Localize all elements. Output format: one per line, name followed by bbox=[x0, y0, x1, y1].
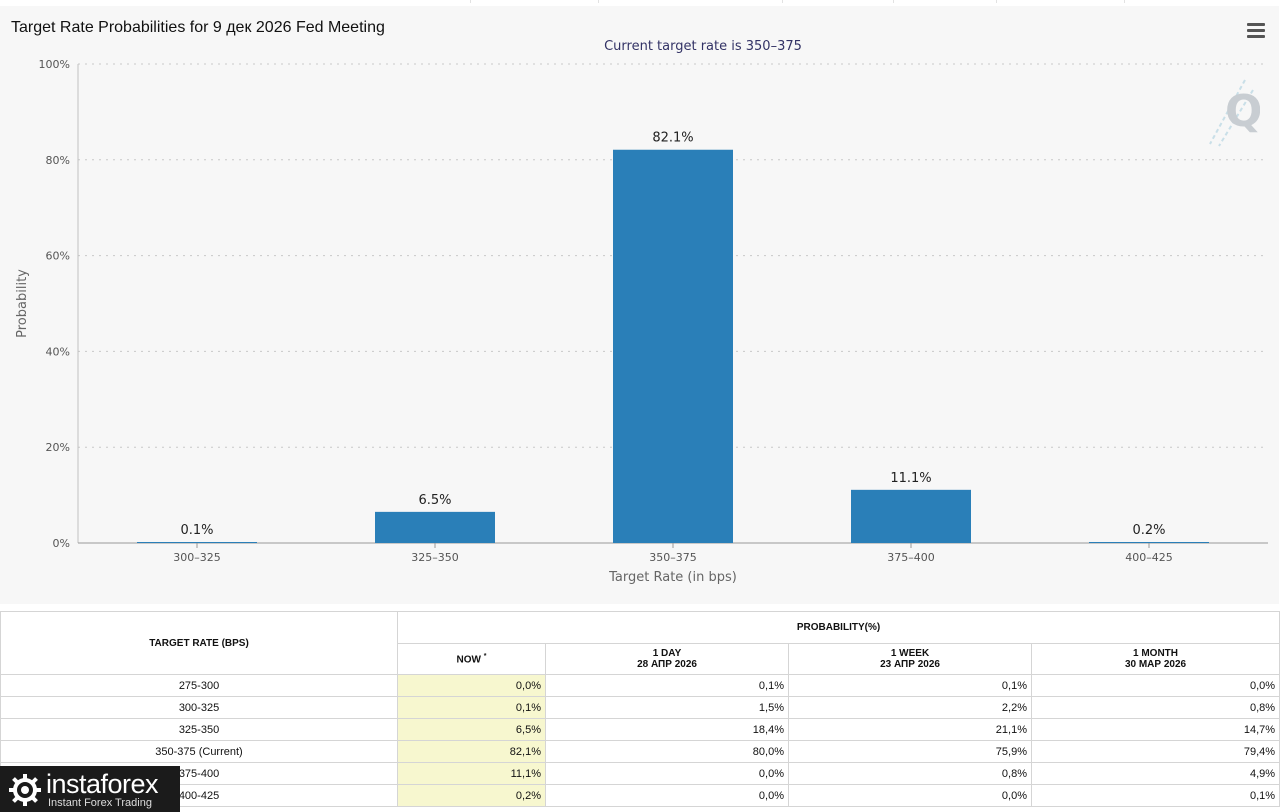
x-tick-label: 375–400 bbox=[887, 551, 935, 564]
day-cell: 80,0% bbox=[545, 740, 789, 763]
probability-table: TARGET RATE (BPS) PROBABILITY(%) NOW * 1… bbox=[0, 611, 1281, 807]
header-now: NOW * bbox=[397, 643, 546, 675]
header-1-month: 1 MONTH 30 МАР 2026 bbox=[1030, 643, 1281, 675]
y-tick-label: 20% bbox=[46, 441, 70, 454]
y-tick-label: 60% bbox=[46, 250, 70, 263]
table-row: 300-325 0,1% 1,5% 2,2% 0,8% bbox=[0, 696, 1281, 719]
y-tick-label: 80% bbox=[46, 154, 70, 167]
month-cell: 79,4% bbox=[1030, 740, 1281, 763]
day-cell: 0,0% bbox=[545, 762, 789, 785]
now-cell: 82,1% bbox=[397, 740, 546, 763]
y-tick-label: 40% bbox=[46, 345, 70, 358]
chart-subtitle: Current target rate is 350–375 bbox=[604, 39, 802, 54]
now-cell: 0,2% bbox=[397, 784, 546, 807]
data-label: 6.5% bbox=[418, 493, 451, 508]
day-cell: 18,4% bbox=[545, 718, 789, 741]
month-cell: 0,1% bbox=[1030, 784, 1281, 807]
month-cell: 0,0% bbox=[1030, 674, 1281, 697]
header-1-day: 1 DAY 28 АПР 2026 bbox=[545, 643, 789, 675]
day-cell: 0,1% bbox=[545, 674, 789, 697]
x-tick-label: 325–350 bbox=[411, 551, 459, 564]
y-axis-title: Probability bbox=[15, 269, 30, 338]
data-label: 11.1% bbox=[890, 471, 931, 486]
week-cell: 21,1% bbox=[788, 718, 1032, 741]
bar bbox=[613, 149, 733, 543]
hamburger-menu-icon[interactable] bbox=[1247, 23, 1265, 38]
data-label: 0.1% bbox=[180, 523, 213, 538]
y-tick-label: 0% bbox=[53, 537, 70, 550]
week-cell: 0,0% bbox=[788, 784, 1032, 807]
bar-chart: Current target rate is 350–375 0% 20% 40% 60… bbox=[15, 39, 1268, 585]
rate-cell: 300-325 bbox=[0, 696, 398, 719]
rate-cell: 325-350 bbox=[0, 718, 398, 741]
bar bbox=[137, 542, 257, 543]
header-1-week: 1 WEEK 23 АПР 2026 bbox=[788, 643, 1032, 675]
header-probability: PROBABILITY(%) bbox=[396, 611, 1281, 644]
x-tick-label: 400–425 bbox=[1125, 551, 1173, 564]
month-cell: 4,9% bbox=[1030, 762, 1281, 785]
bar bbox=[851, 489, 971, 543]
week-cell: 0,1% bbox=[788, 674, 1032, 697]
instaforex-watermark: instaforex Instant Forex Trading bbox=[0, 766, 180, 812]
now-cell: 0,0% bbox=[397, 674, 546, 697]
bar bbox=[1089, 542, 1209, 543]
watermark-tagline: Instant Forex Trading bbox=[48, 797, 152, 809]
x-tick-label: 300–325 bbox=[173, 551, 221, 564]
week-cell: 0,8% bbox=[788, 762, 1032, 785]
table-row: 350-375 (Current) 82,1% 80,0% 75,9% 79,4… bbox=[0, 740, 1281, 763]
table-row: 400-425 0,2% 0,0% 0,0% 0,1% bbox=[0, 784, 1281, 807]
x-axis-title: Target Rate (in bps) bbox=[608, 570, 737, 585]
q-logo-icon: Q bbox=[1209, 79, 1260, 147]
month-cell: 0,8% bbox=[1030, 696, 1281, 719]
day-cell: 0,0% bbox=[545, 784, 789, 807]
top-strip bbox=[0, 0, 1285, 6]
month-cell: 14,7% bbox=[1030, 718, 1281, 741]
rate-cell: 275-300 bbox=[0, 674, 398, 697]
table-row: 375-400 11,1% 0,0% 0,8% 4,9% bbox=[0, 762, 1281, 785]
chart-title: Target Rate Probabilities for 9 дек 2026… bbox=[11, 19, 385, 36]
table-row: 275-300 0,0% 0,1% 0,1% 0,0% bbox=[0, 674, 1281, 697]
header-target-rate: TARGET RATE (BPS) bbox=[0, 611, 398, 675]
data-label: 82.1% bbox=[652, 131, 693, 146]
x-tick-label: 350–375 bbox=[649, 551, 697, 564]
now-cell: 6,5% bbox=[397, 718, 546, 741]
chart-panel: Current target rate is 350–375 0% 20% 40% 60… bbox=[0, 6, 1279, 604]
rate-cell: 350-375 (Current) bbox=[0, 740, 398, 763]
y-tick-label: 100% bbox=[39, 58, 70, 71]
week-cell: 2,2% bbox=[788, 696, 1032, 719]
data-label: 0.2% bbox=[1132, 523, 1165, 538]
bar bbox=[375, 511, 495, 543]
svg-text:Q: Q bbox=[1225, 86, 1260, 137]
table-row: 325-350 6,5% 18,4% 21,1% 14,7% bbox=[0, 718, 1281, 741]
day-cell: 1,5% bbox=[545, 696, 789, 719]
watermark-name: instaforex bbox=[46, 769, 159, 799]
instaforex-logo-icon bbox=[9, 774, 41, 806]
now-cell: 11,1% bbox=[397, 762, 546, 785]
now-cell: 0,1% bbox=[397, 696, 546, 719]
week-cell: 75,9% bbox=[788, 740, 1032, 763]
